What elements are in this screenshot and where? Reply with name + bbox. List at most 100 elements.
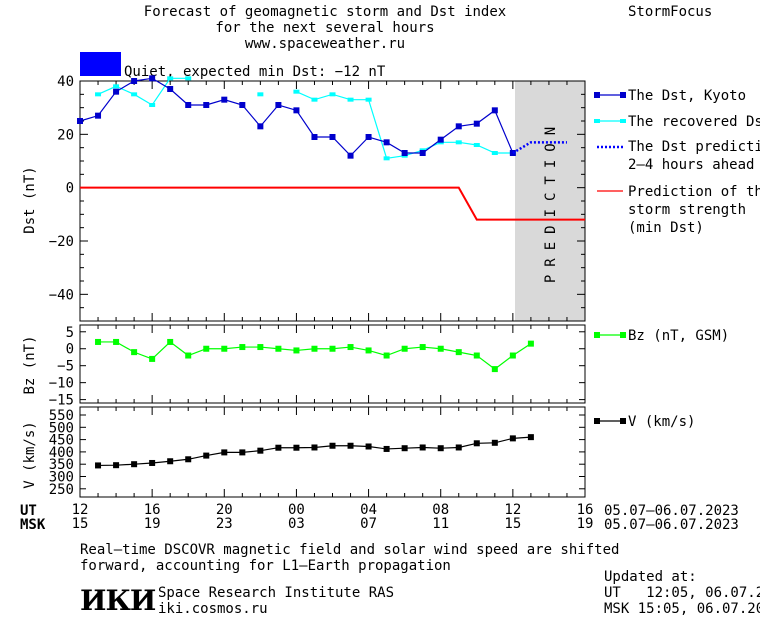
dst-tick-label: −20 (49, 234, 74, 250)
institute-site[interactable]: iki.cosmos.ru (158, 601, 268, 617)
chart-title-line-2: for the next several hours (215, 20, 435, 36)
chart-title-line-1: Forecast of geomagnetic storm and Dst in… (143, 4, 507, 20)
legend-v-marker (620, 418, 626, 424)
dst-kyoto-point (275, 102, 282, 108)
bz-axis-label: Bz (nT) (22, 335, 38, 394)
bz-point (95, 338, 102, 345)
prediction-text: PREDICTION (543, 119, 559, 283)
v-tick-label: 400 (49, 445, 74, 461)
bz-point (113, 338, 120, 345)
dst-kyoto-point (77, 118, 83, 124)
recovered-dst-point (455, 140, 462, 145)
bz-panel-frame (79, 324, 586, 404)
bz-point (491, 366, 498, 373)
dst-kyoto-point (491, 107, 498, 114)
v-point (365, 443, 372, 450)
dst-axis-ticks: −40 −20 0 20 40 (49, 74, 586, 322)
dst-kyoto-point (221, 96, 228, 103)
chart-title-line-3: www.spaceweather.ru (244, 36, 406, 52)
status-text: Quiet, expected min Dst: −12 nT (124, 64, 386, 80)
bz-point (203, 345, 210, 352)
v-point (275, 444, 282, 451)
bz-tick-label: −10 (49, 376, 74, 392)
dst-kyoto-point (437, 136, 444, 143)
bz-point (437, 345, 444, 352)
dst-kyoto-point (167, 86, 174, 92)
recovered-dst-point (185, 76, 192, 81)
dst-prediction-line (512, 141, 567, 155)
bz-point (131, 349, 138, 356)
v-point (419, 444, 426, 451)
dst-kyoto-point (455, 123, 462, 130)
bz-tick-label: 0 (66, 342, 74, 358)
bz-point (275, 345, 282, 352)
v-point (401, 445, 408, 452)
footer-note-line-2: forward, accounting for L1–Earth propaga… (80, 558, 451, 574)
dst-tick-label: −40 (49, 287, 74, 303)
msk-tick-label: 11 (432, 516, 449, 532)
dst-kyoto-point (257, 123, 264, 130)
bz-point (527, 340, 534, 347)
time-axis-labels: 12 16 20 00 04 08 12 16 15 19 23 03 07 11 15 19 (72, 502, 594, 532)
v-point (491, 439, 498, 446)
legend: The Dst, Kyoto The recovered Dst The Dst p… (594, 88, 760, 430)
recovered-dst-point (113, 84, 120, 89)
v-point (185, 456, 192, 463)
bz-point (383, 352, 390, 359)
v-tick-label: 300 (49, 470, 74, 486)
v-point (131, 461, 138, 468)
bz-point (257, 344, 264, 351)
dst-kyoto-point (95, 112, 102, 119)
dst-kyoto-point (329, 134, 336, 140)
footer-note-line-1: Real–time DSCOVR magnetic field and sola… (80, 542, 620, 558)
bz-point (509, 352, 516, 359)
bz-axis-ticks: 50−5−10−15 (49, 325, 586, 409)
recovered-dst-point (95, 92, 102, 97)
ut-tick-label: 16 (144, 502, 161, 518)
v-point (473, 440, 480, 447)
v-tick-label: 550 (49, 408, 74, 424)
dst-kyoto-point (347, 152, 354, 159)
dst-tick-label: 0 (66, 181, 74, 197)
dst-axis-label: Dst (nT) (22, 166, 38, 233)
prediction-shade (515, 81, 585, 321)
msk-tick-label: 23 (216, 516, 233, 532)
v-panel-frame (79, 406, 586, 498)
recovered-dst-point (347, 97, 354, 102)
ut-tick-label: 08 (432, 502, 449, 518)
v-point (221, 449, 228, 456)
ut-date-range: 05.07–06.07.2023 (604, 503, 739, 519)
v-axis-label: V (km/s) (22, 421, 38, 488)
bz-point (365, 347, 372, 354)
updated-ut: UT 12:05, 06.07.2023 (604, 585, 760, 601)
legend-dst-marker (620, 92, 626, 98)
v-point (527, 434, 534, 441)
dst-kyoto-point (239, 102, 246, 108)
dst-kyoto-point (473, 120, 480, 127)
recovered-dst-point (365, 97, 372, 102)
v-point (329, 442, 336, 449)
legend-recovered-label: The recovered Dst (628, 114, 760, 130)
updated-msk: MSK 15:05, 06.07.2023 (604, 601, 760, 617)
bz-tick-label: 5 (66, 325, 74, 341)
v-series-layer (95, 434, 534, 469)
bz-point (419, 344, 426, 351)
recovered-dst-point (473, 143, 480, 147)
ut-tick-label: 04 (360, 502, 377, 518)
v-point (383, 445, 390, 452)
legend-v-marker (594, 418, 600, 424)
bz-point (221, 345, 228, 352)
v-point (293, 444, 300, 451)
recovered-dst-point (293, 89, 300, 94)
recovered-dst-point (329, 92, 336, 97)
legend-dst-marker (594, 92, 600, 98)
iki-logo: ИКИ (80, 584, 156, 617)
recovered-dst-point (167, 76, 174, 81)
legend-bz-marker (620, 332, 626, 338)
legend-storm-label: storm strength (628, 202, 746, 218)
v-line (98, 436, 531, 467)
legend-prediction-label: The Dst prediction (628, 139, 760, 155)
dst-kyoto-point (365, 134, 372, 140)
bz-series-layer (95, 338, 534, 373)
dst-kyoto-point (311, 134, 318, 140)
